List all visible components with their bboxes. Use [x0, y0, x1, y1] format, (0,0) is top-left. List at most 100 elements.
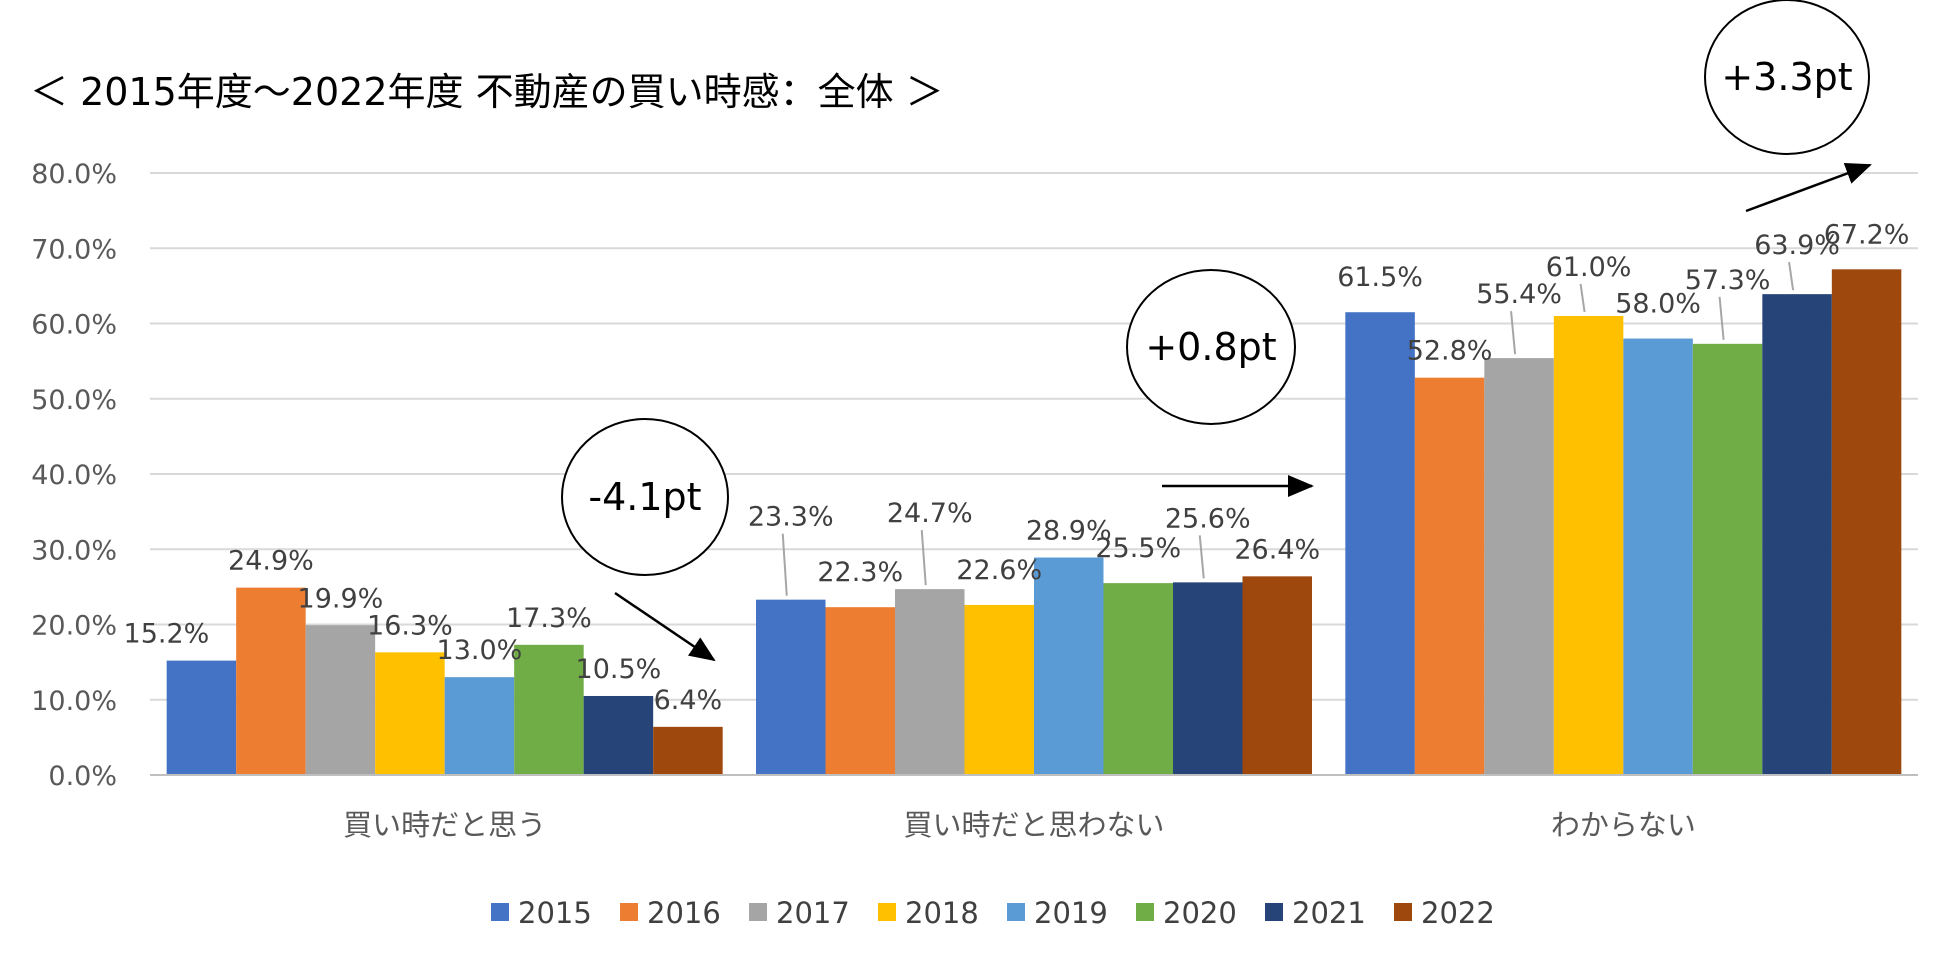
change-annotations: -4.1pt +0.8pt +3.3pt	[561, 0, 1872, 662]
bar-2021-1	[583, 695, 654, 775]
bar-2018-1	[375, 652, 445, 775]
legend: 2015 2016 2017 2018 2019 2020 2021 2022	[491, 896, 1495, 930]
legend-swatch	[749, 903, 767, 921]
data-label-2018-3: 61.0%	[1546, 252, 1632, 283]
data-label-2019-1: 13.0%	[437, 635, 523, 666]
legend-item-2022: 2022	[1394, 896, 1495, 930]
annotation-oval	[1704, 0, 1870, 155]
label-leader-lines	[781, 262, 1795, 596]
annotation-text: +0.8pt	[1145, 325, 1276, 369]
bar-2017-2	[895, 589, 965, 775]
annotation-2: +0.8pt	[1126, 269, 1314, 497]
y-axis-tick-labels: 0.0% 10.0% 20.0% 30.0% 40.0% 50.0% 60.0% 70.0% 8…	[31, 159, 117, 792]
legend-swatch	[1394, 903, 1412, 921]
legend-swatch	[1136, 903, 1154, 921]
data-label-2021-1: 10.5%	[576, 654, 662, 685]
label-leader-line	[920, 530, 927, 586]
annotation-oval	[1126, 269, 1296, 425]
legend-item-2021: 2021	[1265, 896, 1366, 930]
legend-label: 2019	[1034, 896, 1108, 930]
legend-item-2017: 2017	[749, 896, 850, 930]
label-leader-line	[1198, 535, 1205, 579]
y-tick-label: 40.0%	[31, 460, 117, 491]
data-label-2019-3: 58.0%	[1615, 289, 1701, 320]
bar-2022-2	[1242, 576, 1312, 775]
legend-swatch	[1007, 903, 1025, 921]
y-tick-label: 20.0%	[31, 611, 117, 642]
data-label-2016-3: 52.8%	[1407, 336, 1493, 367]
legend-label: 2022	[1421, 896, 1495, 930]
bar-2022-3	[1831, 269, 1902, 775]
annotation-1: -4.1pt	[561, 418, 729, 662]
gridlines	[150, 172, 1918, 701]
y-tick-label: 60.0%	[31, 310, 117, 341]
data-label-2017-3: 55.4%	[1476, 279, 1562, 310]
x-category-label: 買い時だと思わない	[903, 808, 1164, 842]
annotation-arrow-down	[614, 591, 716, 662]
y-tick-label: 0.0%	[48, 761, 117, 792]
legend-label: 2015	[518, 896, 592, 930]
legend-label: 2021	[1292, 896, 1366, 930]
data-label-2018-1: 16.3%	[367, 610, 453, 641]
legend-swatch	[878, 903, 896, 921]
legend-item-2018: 2018	[878, 896, 979, 930]
chart-title: ＜ 2015年度〜2022年度 不動産の買い時感：全体 ＞	[30, 70, 944, 114]
bar-2017-3	[1484, 358, 1554, 775]
legend-swatch	[491, 903, 509, 921]
data-label-2017-1: 19.9%	[298, 583, 384, 614]
bar-2021-2	[1173, 582, 1243, 775]
legend-label: 2017	[776, 896, 850, 930]
data-label-2017-2: 24.7%	[887, 498, 973, 529]
data-label-2015-2: 23.3%	[748, 502, 834, 533]
bars	[166, 269, 1902, 775]
legend-label: 2016	[647, 896, 721, 930]
data-label-2020-3: 57.3%	[1685, 265, 1771, 296]
annotation-oval	[561, 418, 729, 576]
y-tick-label: 70.0%	[31, 234, 117, 265]
bar-2019-1	[444, 677, 515, 775]
data-label-2020-2: 25.5%	[1095, 533, 1181, 564]
y-tick-label: 30.0%	[31, 535, 117, 566]
bar-2020-1	[514, 644, 584, 775]
bar-2019-2	[1034, 557, 1104, 775]
label-leader-line	[1718, 296, 1725, 340]
data-label-2016-1: 24.9%	[228, 546, 314, 577]
data-label-2016-2: 22.3%	[817, 557, 903, 588]
bar-2015-3	[1345, 312, 1415, 775]
annotation-text: +3.3pt	[1721, 55, 1852, 99]
annotation-arrow-up	[1745, 163, 1872, 213]
data-label-2020-1: 17.3%	[506, 603, 592, 634]
data-labels: 15.2% 23.3% 61.5% 24.9% 22.3% 52.8% 19.9% 24.7%…	[124, 219, 1910, 716]
y-tick-label: 10.0%	[31, 686, 117, 717]
bar-2020-2	[1103, 583, 1173, 775]
legend-item-2020: 2020	[1136, 896, 1237, 930]
data-label-2018-2: 22.6%	[956, 555, 1042, 586]
legend-label: 2018	[905, 896, 979, 930]
x-axis-category-labels: 買い時だと思う 買い時だと思わない わからない	[343, 808, 1696, 842]
data-label-2015-3: 61.5%	[1337, 262, 1423, 293]
bar-2018-3	[1553, 315, 1624, 775]
bar-2016-2	[825, 607, 895, 775]
bar-2017-1	[305, 625, 376, 775]
legend-item-2019: 2019	[1007, 896, 1108, 930]
bar-2016-3	[1414, 377, 1485, 775]
x-category-label: わからない	[1551, 808, 1696, 842]
bar-2016-1	[236, 587, 306, 775]
data-label-2019-2: 28.9%	[1026, 516, 1112, 547]
legend-item-2016: 2016	[620, 896, 721, 930]
data-label-2021-2: 25.6%	[1165, 503, 1251, 534]
bar-2018-2	[964, 604, 1034, 775]
bar-2015-1	[166, 660, 237, 775]
bar-2021-3	[1762, 294, 1832, 775]
legend-swatch	[620, 903, 638, 921]
data-label-2015-1: 15.2%	[124, 619, 210, 650]
x-category-label: 買い時だと思う	[343, 808, 546, 842]
y-tick-label: 80.0%	[31, 159, 117, 190]
label-leader-line	[1510, 311, 1517, 355]
annotation-text: -4.1pt	[588, 475, 701, 519]
annotation-3: +3.3pt	[1704, 0, 1872, 213]
y-tick-label: 50.0%	[31, 385, 117, 416]
label-leader-line	[1579, 283, 1586, 313]
